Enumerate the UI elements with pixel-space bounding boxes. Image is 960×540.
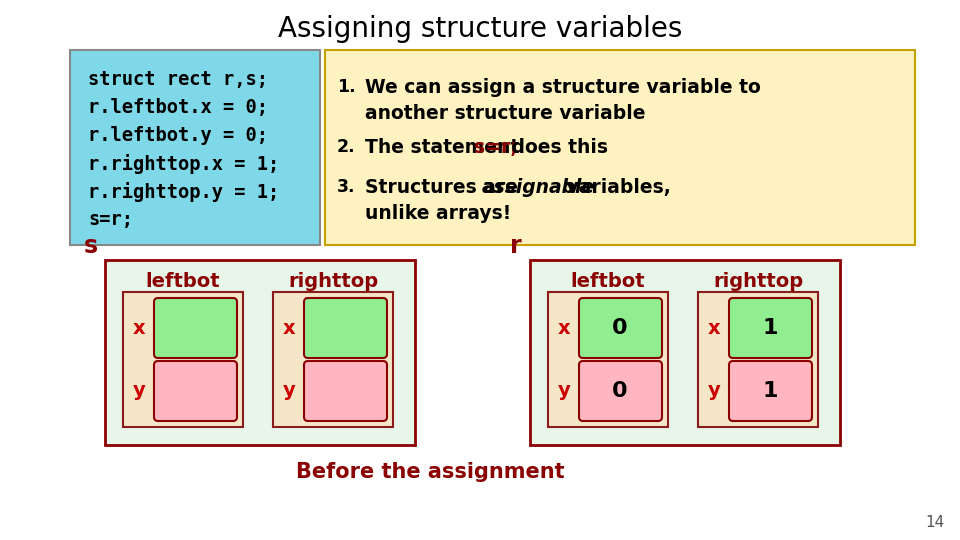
- Text: s: s: [84, 234, 98, 258]
- Text: leftbot: leftbot: [146, 272, 220, 291]
- FancyBboxPatch shape: [154, 298, 237, 358]
- Text: r: r: [510, 234, 522, 258]
- Text: 3.: 3.: [337, 178, 355, 196]
- Text: struct rect r,s;: struct rect r,s;: [88, 70, 268, 89]
- FancyBboxPatch shape: [273, 292, 393, 427]
- Text: s=r;: s=r;: [474, 138, 518, 157]
- Text: We can assign a structure variable to: We can assign a structure variable to: [365, 78, 760, 97]
- Text: unlike arrays!: unlike arrays!: [365, 204, 512, 223]
- Text: s=r;: s=r;: [88, 210, 133, 229]
- Text: assignable: assignable: [482, 178, 595, 197]
- Text: another structure variable: another structure variable: [365, 104, 645, 123]
- FancyBboxPatch shape: [123, 292, 243, 427]
- Text: Assigning structure variables: Assigning structure variables: [277, 15, 683, 43]
- Text: x: x: [558, 319, 570, 338]
- Text: r.righttop.y = 1;: r.righttop.y = 1;: [88, 182, 279, 202]
- FancyBboxPatch shape: [325, 50, 915, 245]
- Text: r.leftbot.y = 0;: r.leftbot.y = 0;: [88, 126, 268, 145]
- FancyBboxPatch shape: [105, 260, 415, 445]
- Text: 14: 14: [925, 515, 945, 530]
- Text: Structures are: Structures are: [365, 178, 524, 197]
- Text: 2.: 2.: [337, 138, 355, 156]
- FancyBboxPatch shape: [70, 50, 320, 245]
- Text: righttop: righttop: [288, 272, 378, 291]
- Text: r.leftbot.x = 0;: r.leftbot.x = 0;: [88, 98, 268, 117]
- Text: The statement: The statement: [365, 138, 526, 157]
- Text: y: y: [558, 381, 571, 401]
- Text: leftbot: leftbot: [570, 272, 645, 291]
- Text: variables,: variables,: [560, 178, 671, 197]
- Text: Before the assignment: Before the assignment: [296, 462, 564, 482]
- Text: y: y: [133, 381, 146, 401]
- FancyBboxPatch shape: [729, 361, 812, 421]
- Text: 1: 1: [762, 318, 778, 338]
- FancyBboxPatch shape: [698, 292, 818, 427]
- Text: x: x: [708, 319, 721, 338]
- Text: righttop: righttop: [713, 272, 804, 291]
- FancyBboxPatch shape: [548, 292, 668, 427]
- Text: x: x: [283, 319, 296, 338]
- Text: y: y: [708, 381, 721, 401]
- Text: r.righttop.x = 1;: r.righttop.x = 1;: [88, 154, 279, 174]
- FancyBboxPatch shape: [304, 298, 387, 358]
- FancyBboxPatch shape: [579, 298, 662, 358]
- Text: 0: 0: [612, 318, 628, 338]
- FancyBboxPatch shape: [729, 298, 812, 358]
- Text: x: x: [133, 319, 146, 338]
- FancyBboxPatch shape: [579, 361, 662, 421]
- Text: does this: does this: [505, 138, 609, 157]
- Text: 1: 1: [762, 381, 778, 401]
- FancyBboxPatch shape: [530, 260, 840, 445]
- Text: 0: 0: [612, 381, 628, 401]
- Text: y: y: [283, 381, 296, 401]
- Text: 1.: 1.: [337, 78, 355, 96]
- FancyBboxPatch shape: [154, 361, 237, 421]
- FancyBboxPatch shape: [304, 361, 387, 421]
